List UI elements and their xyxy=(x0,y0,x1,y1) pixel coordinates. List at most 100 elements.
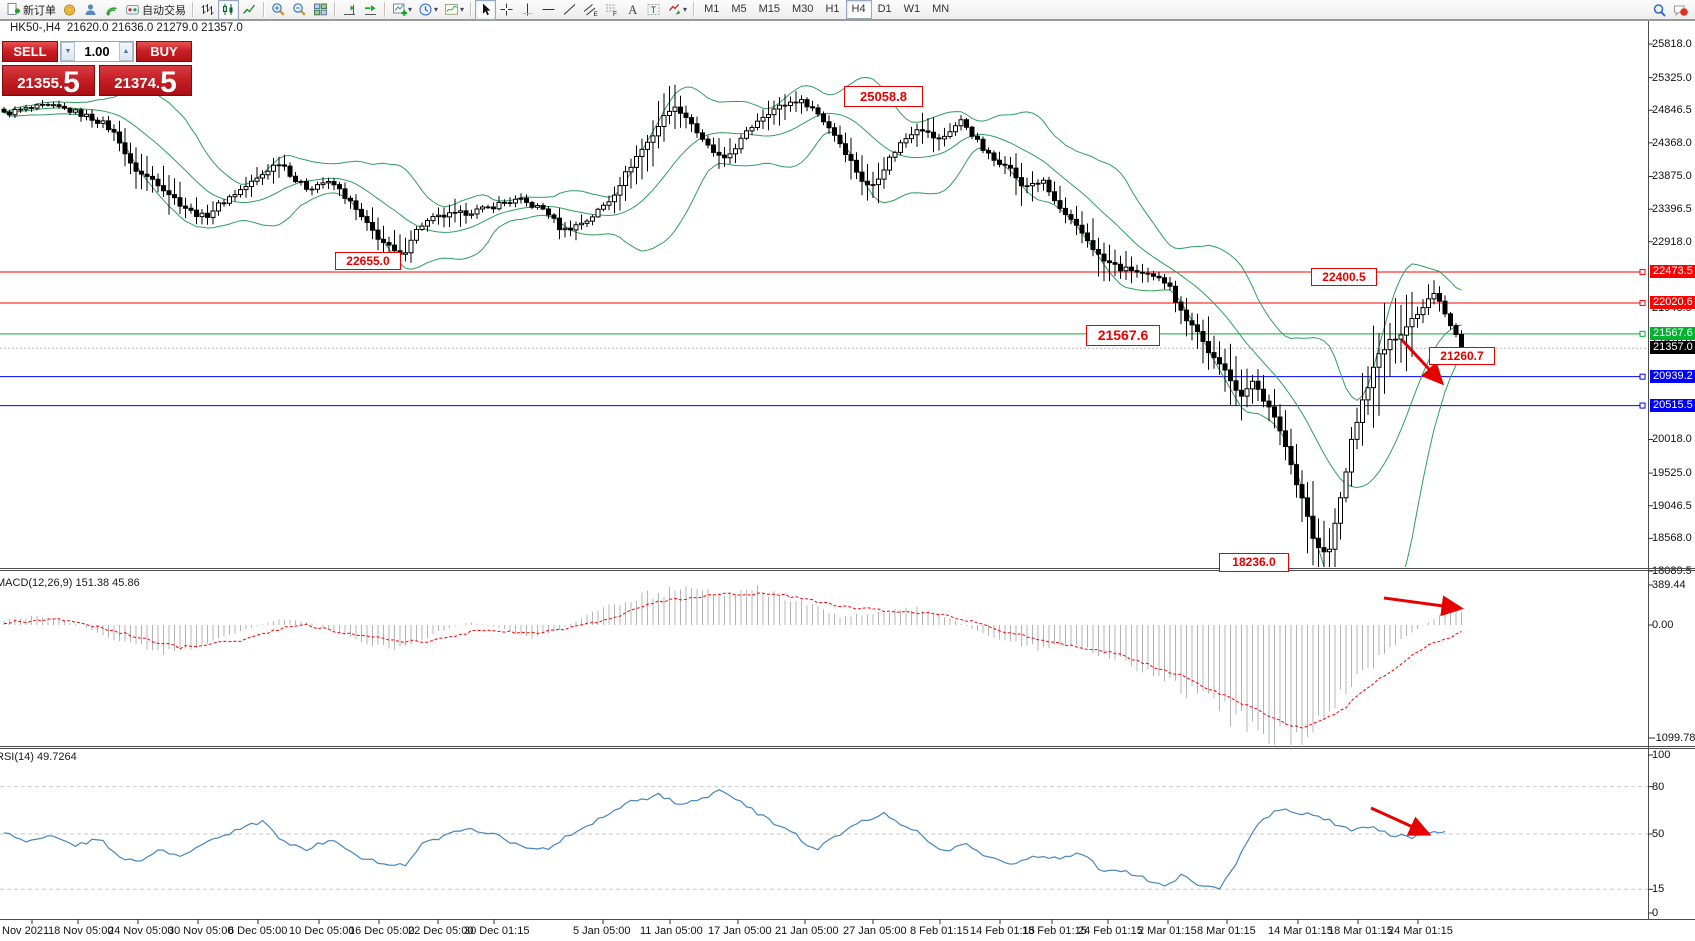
templates-button[interactable]: ▾ xyxy=(441,0,467,20)
rsi-axis-label: 15 xyxy=(1652,883,1665,896)
fibonacci-button[interactable]: F xyxy=(601,0,622,20)
main-toolbar: 新订单 自动交易 ▾ ▾ ▾ E F A T ▾ M1 M5 M15 M30 H1 H4 D1 W1 MN xyxy=(0,0,1695,20)
chart-frame xyxy=(0,20,1695,924)
cursor-button[interactable] xyxy=(475,0,497,20)
rsi-axis-label: 80 xyxy=(1652,780,1665,793)
timeframe-button-d1[interactable]: D1 xyxy=(877,3,892,15)
bollinger-bands xyxy=(3,76,1462,567)
chart-shift-button[interactable] xyxy=(339,0,360,20)
sell-price-big-digit: 5 xyxy=(63,66,80,99)
chart-symbol-period: HK50-,H4 xyxy=(10,22,61,34)
macd-axis-label: 389.44 xyxy=(1652,578,1686,591)
arrows-dropdown-caret[interactable]: ▾ xyxy=(683,5,688,14)
volume-input[interactable]: 1.00 xyxy=(84,44,110,59)
auto-scroll-button[interactable] xyxy=(360,0,381,20)
volume-spinner: ▼ 1.00 ▲ xyxy=(60,41,134,62)
price-axis-label: 23396.5 xyxy=(1652,203,1692,216)
level-price-tag: 20939.2 xyxy=(1650,369,1695,383)
text-button[interactable]: A xyxy=(622,0,643,20)
current-price-tag: 21357.0 xyxy=(1650,341,1695,355)
zoom-in-icon xyxy=(271,2,286,17)
time-axis-label: 24 Feb 01:15 xyxy=(1078,925,1143,937)
time-axis-label: 16 Dec 05:00 xyxy=(349,925,415,937)
candle-chart-icon xyxy=(221,2,236,17)
svg-text:E: E xyxy=(594,11,599,17)
new-order-button[interactable]: 新订单 xyxy=(3,0,59,20)
market-button[interactable] xyxy=(59,0,80,20)
vertical-line-button[interactable] xyxy=(517,0,538,20)
macd-axis-label: 0.00 xyxy=(1652,619,1674,631)
market-icon xyxy=(62,2,77,17)
label-button[interactable]: T xyxy=(643,0,664,20)
crosshair-icon xyxy=(499,2,514,17)
notifications-button[interactable] xyxy=(1670,0,1691,20)
svg-text:T: T xyxy=(651,5,657,15)
trendline-icon xyxy=(562,2,577,17)
toolbar-separator xyxy=(192,2,194,17)
time-axis-label: 24 Nov 05:00 xyxy=(108,925,174,937)
price-callout: 22400.5 xyxy=(1311,268,1377,286)
timeframe-button-w1[interactable]: W1 xyxy=(903,3,921,15)
candle-chart-button[interactable] xyxy=(218,0,239,20)
arrows-button[interactable]: ▾ xyxy=(664,0,690,20)
timeframe-button-m15[interactable]: M15 xyxy=(758,3,781,15)
periods-dropdown-caret[interactable]: ▾ xyxy=(434,5,439,14)
time-axis-label: 10 Dec 05:00 xyxy=(289,925,355,937)
rsi-indicator-label: RSI(14) 49.7264 xyxy=(0,751,77,763)
buy-price-display[interactable]: 21374. 5 xyxy=(99,65,192,98)
buy-button[interactable]: BUY xyxy=(136,41,192,62)
price-axis-label: 19525.0 xyxy=(1652,467,1692,480)
svg-text:F: F xyxy=(613,11,617,17)
time-axis-label: 11 Jan 05:00 xyxy=(640,925,703,937)
bar-chart-button[interactable] xyxy=(197,0,218,20)
timeframe-button-m5[interactable]: M5 xyxy=(731,3,747,15)
periods-button[interactable]: ▾ xyxy=(415,0,441,20)
autotrade-button[interactable]: 自动交易 xyxy=(122,0,189,20)
tile-windows-button[interactable] xyxy=(310,0,331,20)
toolbar-separator xyxy=(334,2,336,17)
timeframe-button-h1[interactable]: H1 xyxy=(825,3,840,15)
toolbar-separator xyxy=(384,2,386,17)
search-icon xyxy=(1652,3,1667,18)
timeframe-button-m30[interactable]: M30 xyxy=(792,3,814,15)
chart-shift-icon xyxy=(342,2,357,17)
zoom-out-button[interactable] xyxy=(289,0,310,20)
arrows-icon xyxy=(667,2,682,17)
vertical-line-icon xyxy=(520,2,535,17)
chart-title: HK50-,H4 21620.0 21636.0 21279.0 21357.0 xyxy=(10,22,243,34)
crosshair-button[interactable] xyxy=(496,0,517,20)
level-price-tag: 20515.5 xyxy=(1650,398,1695,412)
volume-decrease-button[interactable]: ▼ xyxy=(61,42,75,61)
price-axis-label: 24846.5 xyxy=(1652,104,1692,117)
timeframe-button-m1[interactable]: M1 xyxy=(704,3,720,15)
zoom-in-button[interactable] xyxy=(268,0,289,20)
channel-button[interactable]: E xyxy=(580,0,601,20)
rsi-name: RSI(14) xyxy=(0,751,34,763)
sell-price-display[interactable]: 21355. 5 xyxy=(2,65,95,99)
trendline-button[interactable] xyxy=(559,0,580,20)
signals-button[interactable] xyxy=(101,0,122,20)
horizontal-line-button[interactable] xyxy=(538,0,559,20)
timeframe-button-h4[interactable]: H4 xyxy=(845,0,872,19)
tile-windows-icon xyxy=(313,2,328,17)
candlesticks xyxy=(1,84,1464,567)
indicators-dropdown-caret[interactable]: ▾ xyxy=(408,5,413,14)
price-axis-label: 25325.0 xyxy=(1652,71,1692,84)
profile-icon xyxy=(83,2,98,17)
indicators-icon xyxy=(392,2,407,17)
rsi-axis-label: 50 xyxy=(1652,828,1665,840)
rsi-value: 49.7264 xyxy=(36,751,77,763)
sell-button[interactable]: SELL xyxy=(2,41,58,62)
indicators-button[interactable]: ▾ xyxy=(389,0,415,20)
timeframe-button-mn[interactable]: MN xyxy=(932,3,950,15)
search-button[interactable] xyxy=(1649,0,1670,20)
signals-icon xyxy=(104,2,119,17)
time-axis-label: 5 Jan 05:00 xyxy=(573,925,631,937)
profile-button[interactable] xyxy=(80,0,101,20)
templates-dropdown-caret[interactable]: ▾ xyxy=(460,5,465,14)
time-axis-label: 17 Jan 05:00 xyxy=(708,925,772,937)
volume-increase-button[interactable]: ▲ xyxy=(119,42,133,61)
price-axis-label: 24368.0 xyxy=(1652,136,1692,149)
line-chart-button[interactable] xyxy=(239,0,260,20)
